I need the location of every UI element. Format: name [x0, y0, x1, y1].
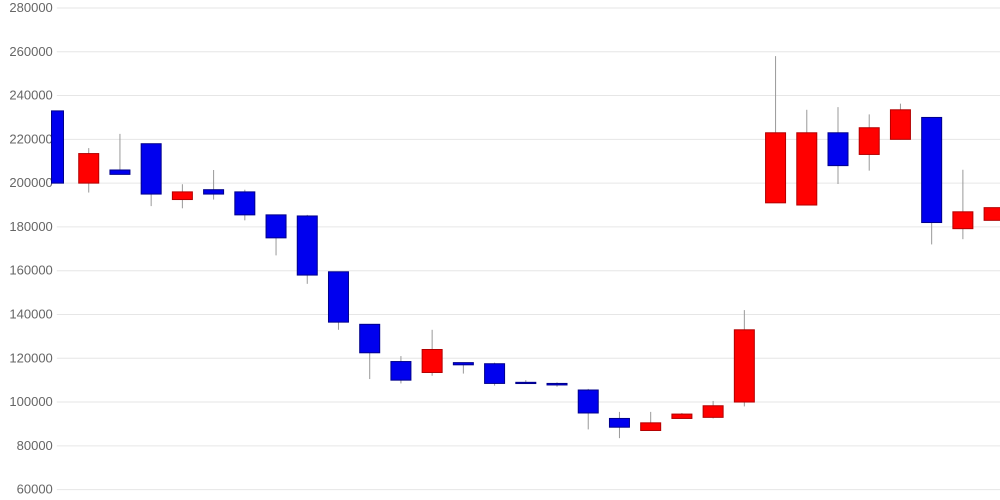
svg-text:100000: 100000 [9, 394, 52, 409]
svg-text:280000: 280000 [9, 0, 52, 15]
svg-text:80000: 80000 [17, 438, 53, 453]
svg-text:160000: 160000 [9, 263, 52, 278]
svg-text:260000: 260000 [9, 44, 52, 59]
svg-text:220000: 220000 [9, 131, 52, 146]
svg-text:200000: 200000 [9, 175, 52, 190]
svg-text:240000: 240000 [9, 88, 52, 103]
svg-text:140000: 140000 [9, 306, 52, 321]
svg-text:180000: 180000 [9, 219, 52, 234]
svg-text:120000: 120000 [9, 350, 52, 365]
svg-text:60000: 60000 [17, 482, 53, 497]
